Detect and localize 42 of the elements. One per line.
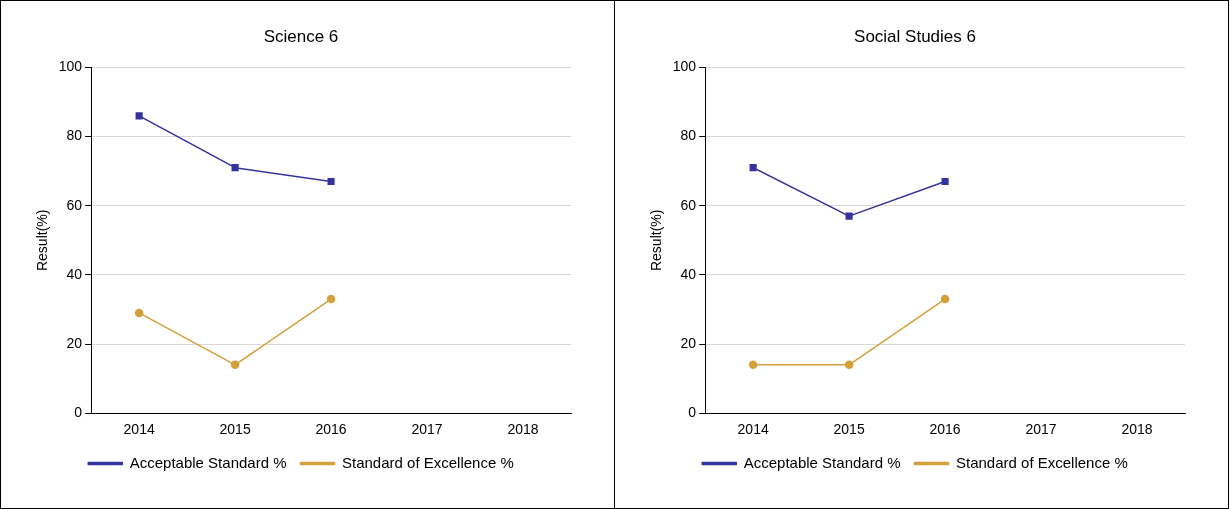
y-tick-label: 40	[680, 265, 697, 282]
chart-title: Science 6	[263, 26, 339, 46]
point	[327, 177, 335, 186]
point	[230, 360, 240, 370]
x-tick-label: 2018	[507, 421, 539, 438]
point	[940, 294, 950, 304]
x-tick-label: 2015	[833, 421, 865, 438]
y-tick-label: 40	[66, 265, 83, 282]
point	[326, 294, 336, 304]
x-tick-label: 2014	[737, 421, 769, 438]
y-tick-label: 80	[66, 127, 83, 144]
x-tick-label: 2016	[315, 421, 347, 438]
y-tick-label: 20	[680, 334, 697, 351]
y-tick-label: 100	[672, 58, 697, 75]
y-tick-label: 0	[688, 404, 697, 421]
legend-label: Standard of Excellence %	[956, 453, 1128, 471]
x-tick-label: 2015	[219, 421, 251, 438]
y-axis-title: Result(%)	[34, 209, 51, 272]
y-tick-label: 0	[74, 404, 83, 421]
legend-label: Acceptable Standard %	[129, 453, 287, 471]
point	[844, 360, 854, 370]
x-tick-label: 2014	[123, 421, 155, 438]
chart-title: Social Studies 6	[854, 26, 976, 46]
x-tick-label: 2016	[929, 421, 961, 438]
x-tick-label: 2017	[411, 421, 443, 438]
point	[135, 112, 143, 120]
x-tick-label: 2017	[1025, 421, 1057, 438]
y-tick-label: 60	[66, 196, 83, 213]
point	[748, 360, 758, 370]
x-tick-label: 2018	[1121, 421, 1153, 438]
point	[231, 164, 239, 172]
legend-label: Acceptable Standard %	[743, 453, 901, 471]
point	[749, 164, 757, 172]
y-tick-label: 20	[66, 334, 83, 351]
point	[134, 308, 144, 318]
y-axis-title: Result(%)	[648, 209, 665, 272]
y-tick-label: 100	[58, 58, 83, 75]
legend-label: Standard of Excellence %	[342, 453, 514, 471]
point	[941, 177, 949, 186]
point	[845, 212, 853, 220]
y-tick-label: 60	[680, 196, 697, 213]
y-tick-label: 80	[680, 127, 697, 144]
